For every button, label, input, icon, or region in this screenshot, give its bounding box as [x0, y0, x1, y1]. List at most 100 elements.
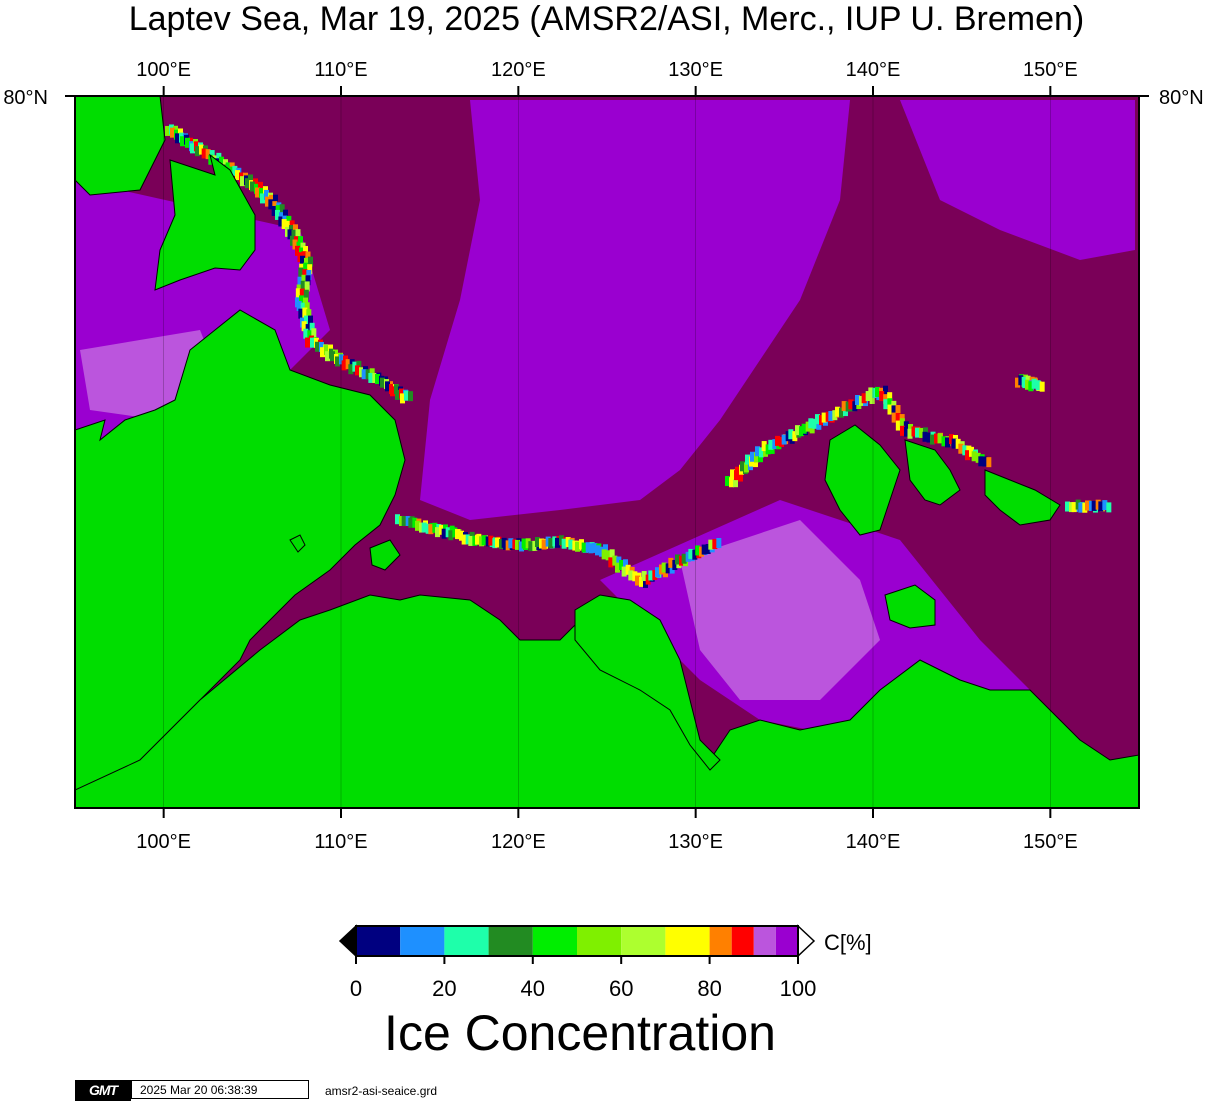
colorbar-frame	[355, 925, 799, 957]
ice-edge-cell	[225, 162, 231, 173]
ice-edge-cell	[521, 538, 527, 549]
ice-edge-cell	[759, 447, 764, 458]
ice-edge-cell	[285, 220, 291, 231]
ice-edge-cell	[404, 390, 409, 401]
ice-edge-cell	[307, 264, 313, 275]
ice-edge-cell	[185, 137, 190, 148]
ice-edge-cell	[335, 356, 340, 367]
lon-top-label: 100°E	[136, 59, 191, 81]
lon-top-label: 120°E	[491, 59, 546, 81]
ice-edge-cell	[271, 205, 277, 216]
ice-edge-cell	[733, 477, 738, 488]
ice-edge-cell	[705, 543, 711, 554]
land-begichev-island	[289, 534, 306, 553]
ice-edge-cell	[255, 187, 260, 198]
ice-edge-cell	[945, 437, 950, 448]
ice-edge-cell	[1102, 500, 1108, 511]
ice-edge-cell	[380, 377, 385, 388]
ice-edge-cell	[675, 554, 680, 565]
land-masses	[75, 96, 1139, 808]
ice-edge-cell	[390, 386, 395, 397]
ice-edge-cell	[716, 538, 722, 549]
ice-edge-cell	[355, 365, 360, 376]
ice-edge-cell	[982, 456, 988, 467]
land-lena-delta	[574, 594, 721, 771]
ice-edge-cell	[519, 541, 524, 552]
ice-edge-cell	[459, 530, 464, 541]
ice-edge-cell	[730, 469, 735, 480]
ice-edge-cell	[891, 412, 897, 423]
colorbar-bin	[665, 926, 710, 956]
ice-edge-cell	[965, 450, 970, 461]
lat-label-left: 80°N	[3, 87, 48, 109]
ice-edge-cell	[779, 436, 784, 447]
ice-edge-cell	[812, 418, 818, 429]
ice-edge-cell	[515, 539, 520, 550]
ice-edge-cell	[735, 466, 740, 477]
ice-edge-cell	[1106, 502, 1112, 513]
ice-edge-cell	[298, 236, 303, 247]
ice-edge-cell	[738, 471, 743, 482]
ice-edge-cell	[298, 308, 304, 319]
ice-edge-cell	[781, 434, 787, 445]
ice-edge-cell	[301, 274, 307, 285]
ice-edge-cell	[625, 564, 631, 575]
ice-edge-cell	[845, 401, 851, 412]
ice-edge-cell	[1078, 502, 1084, 513]
lon-top-label: 140°E	[846, 59, 901, 81]
ice-edge-cell	[708, 539, 714, 550]
colorbar-bin	[753, 926, 776, 956]
ice-edge-cell	[623, 559, 628, 570]
ice-edge-cell	[306, 309, 312, 320]
ice-edge-cell	[352, 361, 358, 372]
ice-edge-cell	[712, 539, 718, 550]
ice-edge-cell	[295, 229, 301, 240]
map-frame	[74, 95, 1140, 809]
ice-edge-cell	[1065, 501, 1070, 512]
ice-edge-cell	[435, 527, 440, 538]
lon-bottom-label: 110°E	[314, 831, 367, 853]
ice-edge-cell	[305, 337, 310, 348]
ice-edge-cell	[303, 262, 309, 273]
ice-edge-cell	[592, 542, 598, 553]
ice-edge-cell	[305, 251, 311, 262]
lon-bottom-label: 120°E	[491, 831, 546, 853]
ice-edge-cell	[1082, 502, 1088, 513]
ice-edge-cell	[904, 426, 909, 437]
ice-edge-cell	[661, 562, 667, 573]
colorbar: 0 20 40 60 80 100 C[%]	[338, 924, 872, 1001]
ice-edge-cell	[603, 544, 608, 555]
ice-edge-cell	[372, 373, 378, 384]
ice-edge-cell	[501, 537, 507, 548]
ice-edge-cell	[648, 570, 654, 581]
ice-edge-cell	[408, 517, 414, 528]
ice-edge-cell	[299, 288, 305, 299]
ice-edge-cell	[816, 419, 822, 430]
ice-edge-cell	[750, 451, 755, 462]
ice-edge-cell	[408, 391, 413, 402]
ice-edge-cell	[911, 426, 917, 437]
ice-edge-cell	[508, 538, 514, 549]
ice-edge-cell	[688, 548, 694, 559]
ice-edge-cell	[499, 539, 504, 550]
ice-edge-cell	[1091, 500, 1097, 511]
ice-edge-cell	[361, 369, 367, 380]
ice-edge-cell	[1035, 380, 1041, 391]
ice-edge-cell	[298, 267, 304, 278]
lon-bottom-label: 130°E	[668, 831, 723, 853]
ice-edge-cell	[859, 395, 864, 406]
ice-edge-cell	[621, 566, 627, 577]
ice-edge-cell	[472, 535, 478, 546]
colorbar-bin	[356, 926, 401, 956]
ice-edge-cell	[843, 406, 848, 417]
ice-edge-cell	[325, 351, 330, 362]
ice-edge-cell	[839, 407, 844, 418]
ice-edge-cell	[245, 178, 250, 189]
ice-edge-cell	[799, 426, 804, 437]
ice-edge-cell	[306, 269, 312, 280]
ice-edge-cell	[304, 315, 309, 326]
lon-top-label: 110°E	[314, 59, 367, 81]
colorbar-bin	[532, 926, 577, 956]
ice-edge-cell	[512, 539, 518, 550]
ice-edge-cell	[199, 144, 204, 155]
